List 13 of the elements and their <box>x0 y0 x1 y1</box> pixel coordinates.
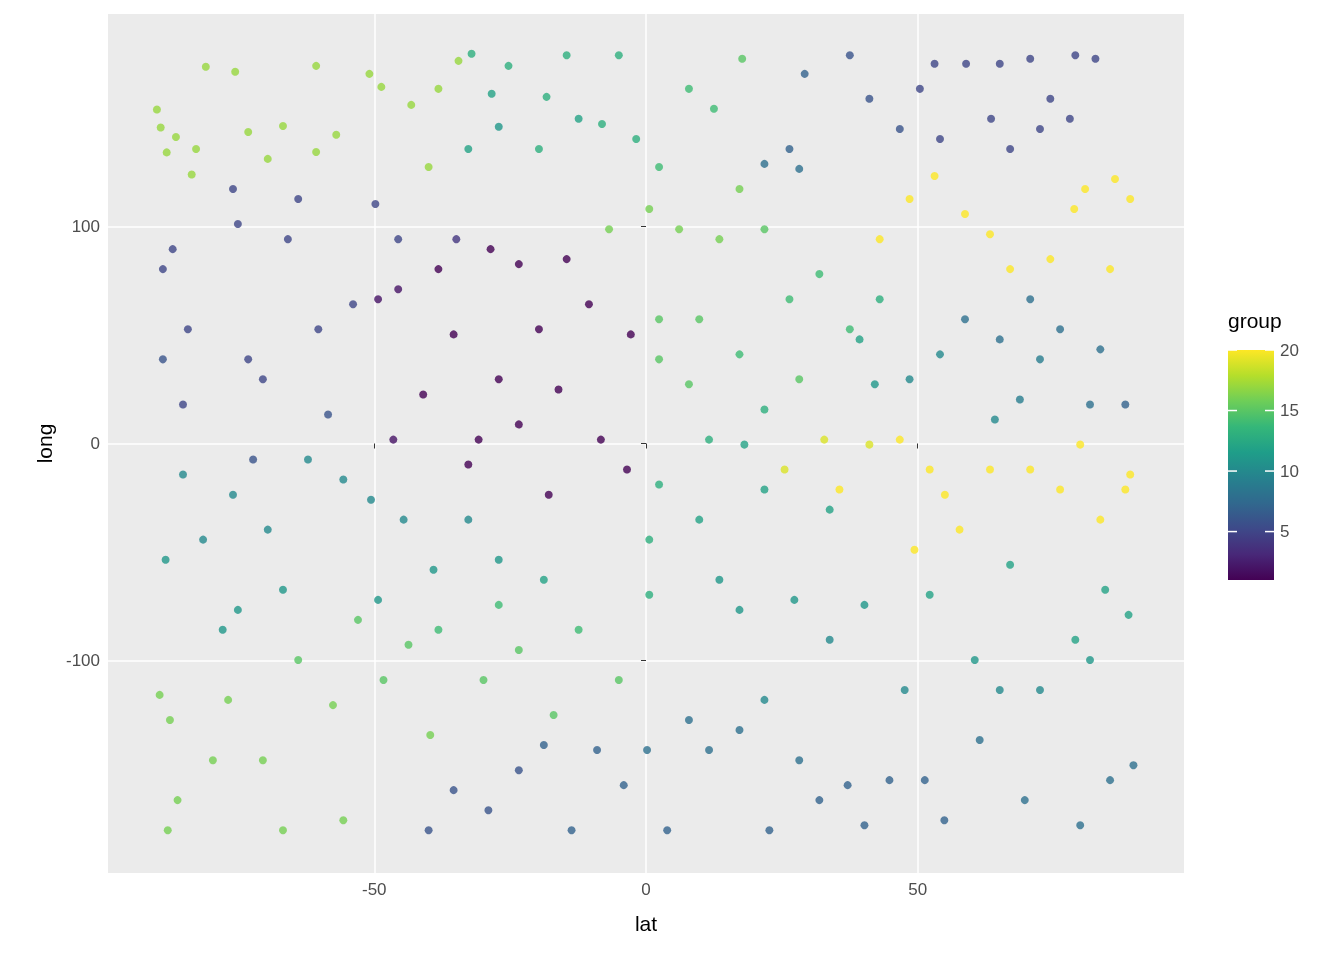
x-tick-label: 0 <box>641 880 651 899</box>
color-bar-label: 5 <box>1280 522 1290 542</box>
color-bar-label: 10 <box>1280 461 1299 481</box>
color-bar-label: 15 <box>1280 401 1299 421</box>
color-bar-label: 20 <box>1280 340 1299 360</box>
y-tick-label: 0 <box>90 434 100 453</box>
x-tick-label: 50 <box>908 880 928 899</box>
color-bar-title: group <box>1228 309 1282 332</box>
y-tick-label: -100 <box>65 650 100 670</box>
x-axis-title: lat <box>634 912 658 935</box>
y-tick-label: 100 <box>71 217 100 237</box>
x-tick-label: -50 <box>361 880 387 899</box>
y-axis-title: long <box>33 423 57 464</box>
